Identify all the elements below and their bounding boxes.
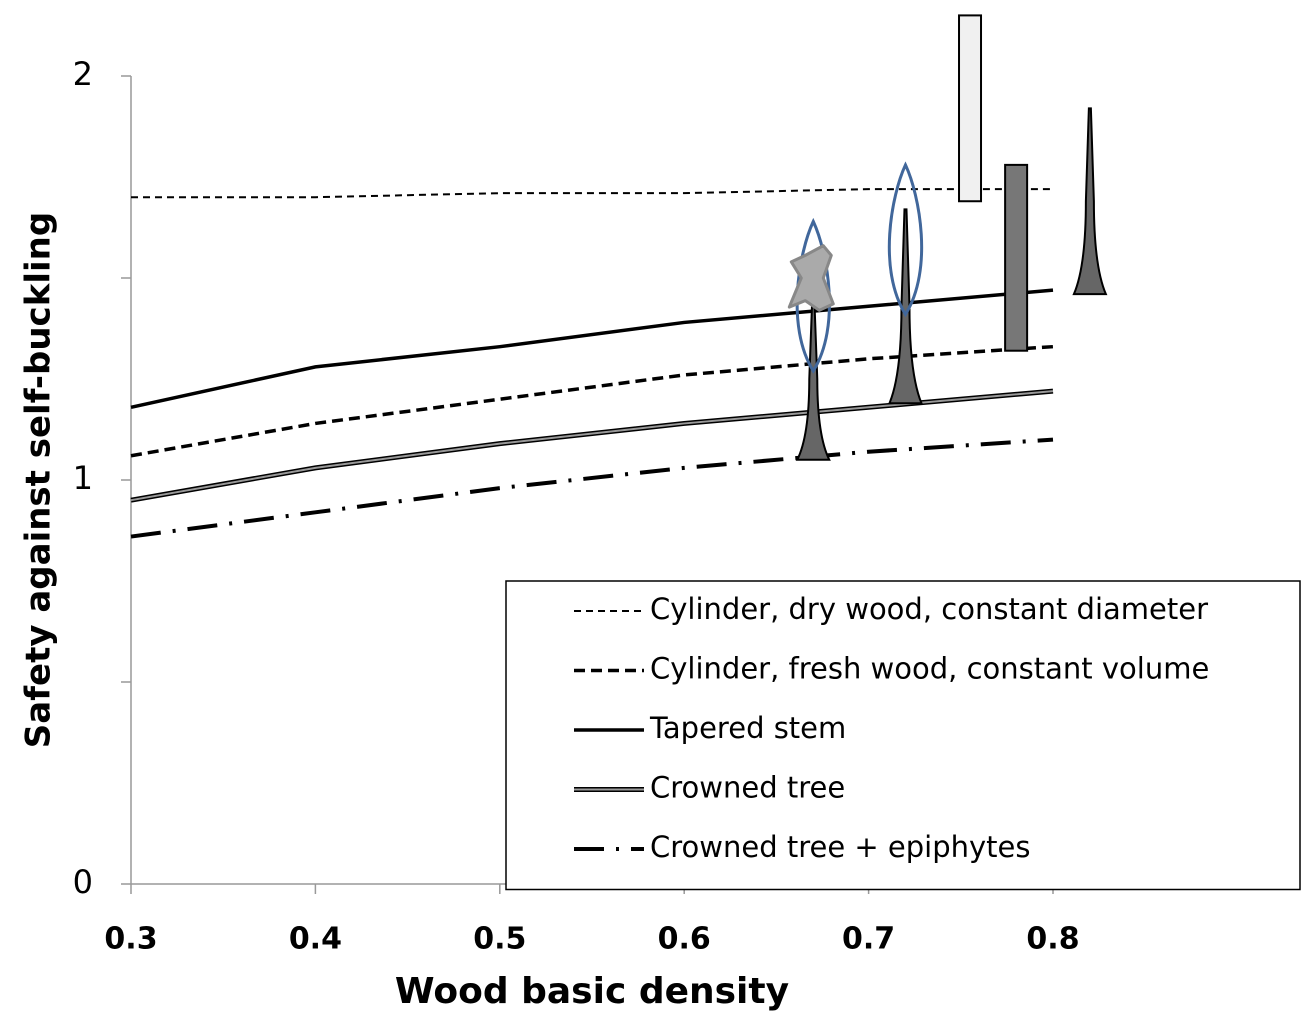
legend-label: Cylinder, fresh wood, constant volume bbox=[650, 652, 1209, 686]
epiphyte-icon bbox=[787, 244, 835, 312]
line bbox=[131, 188, 1053, 199]
legend-box bbox=[505, 580, 1301, 891]
tree-icon bbox=[1072, 107, 1108, 296]
x-tick-label: 0.4 bbox=[289, 922, 342, 957]
x-tick-label: 0.3 bbox=[104, 922, 157, 957]
crown-outline bbox=[887, 161, 924, 318]
tree-icon bbox=[795, 297, 831, 461]
x-axis-label: Wood basic density bbox=[395, 971, 789, 1012]
tree-icon bbox=[887, 208, 923, 405]
y-tick-label: 1 bbox=[73, 459, 93, 497]
range-bar bbox=[1004, 163, 1029, 352]
x-tick-label: 0.5 bbox=[473, 922, 526, 957]
x-tick-label: 0.6 bbox=[658, 922, 711, 957]
legend-label: Crowned tree bbox=[650, 771, 845, 805]
line-outline bbox=[130, 388, 1054, 503]
x-tick-label: 0.8 bbox=[1026, 922, 1079, 957]
legend-label: Crowned tree + epiphytes bbox=[650, 830, 1031, 864]
line bbox=[130, 437, 1054, 539]
y-axis-label: Safety against self-buckling bbox=[19, 212, 59, 748]
series-line bbox=[131, 188, 1053, 199]
y-tick-label: 0 bbox=[73, 863, 93, 901]
legend-label: Tapered stem bbox=[649, 711, 846, 745]
legend-label: Cylinder, dry wood, constant diameter bbox=[650, 592, 1208, 626]
range-bar bbox=[958, 14, 983, 203]
x-tick-label: 0.7 bbox=[842, 922, 895, 957]
y-tick-label: 2 bbox=[73, 55, 93, 93]
line bbox=[130, 390, 1054, 502]
series-line bbox=[130, 437, 1054, 539]
series-line bbox=[130, 388, 1054, 503]
